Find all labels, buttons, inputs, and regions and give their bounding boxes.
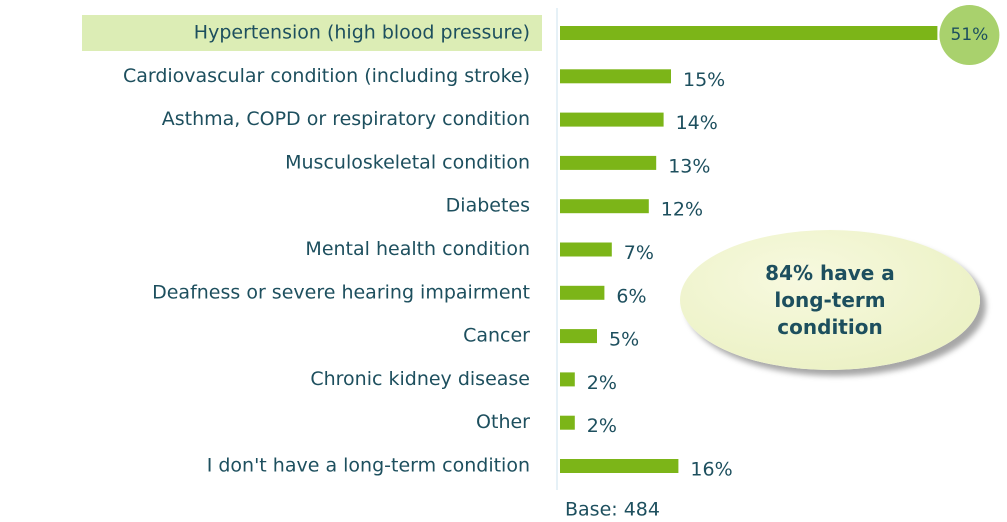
bar [560, 285, 605, 300]
bar [560, 372, 575, 387]
category-label: Deafness or severe hearing impairment [152, 281, 530, 303]
category-label: Other [476, 411, 530, 433]
callout-text: 84% have a long-term condition [765, 260, 895, 339]
category-label: Diabetes [446, 195, 530, 217]
category-label: I don't have a long-term condition [207, 455, 530, 477]
value-label: 12% [661, 199, 703, 221]
base-note: Base: 484 [565, 499, 660, 521]
callout: 84% have a long-term condition [680, 230, 980, 370]
bar [560, 155, 657, 170]
bar [560, 242, 612, 257]
bar [560, 199, 649, 214]
value-label: 13% [668, 155, 710, 177]
value-label: 2% [587, 415, 617, 437]
value-label: 14% [676, 112, 718, 134]
value-label: 7% [624, 242, 654, 264]
bar [560, 329, 597, 344]
value-label: 16% [690, 459, 732, 481]
value-label: 2% [587, 372, 617, 394]
value-label: 15% [683, 69, 725, 91]
category-label: Mental health condition [305, 238, 530, 260]
category-label: Hypertension (high blood pressure) [194, 22, 530, 44]
bar [560, 26, 938, 40]
value-label: 5% [609, 329, 639, 351]
category-label: Cardiovascular condition (including stro… [123, 65, 530, 87]
category-label: Musculoskeletal condition [285, 151, 530, 173]
bar [560, 415, 575, 430]
bar [560, 112, 664, 127]
value-label: 51% [951, 25, 989, 45]
category-label: Cancer [463, 325, 530, 347]
highlight-box [82, 15, 542, 51]
value-label: 6% [616, 285, 646, 307]
bar [560, 459, 679, 473]
category-label: Chronic kidney disease [310, 368, 530, 390]
category-label: Asthma, COPD or respiratory condition [162, 108, 530, 130]
bar [560, 69, 671, 84]
value-badge [939, 5, 1000, 65]
